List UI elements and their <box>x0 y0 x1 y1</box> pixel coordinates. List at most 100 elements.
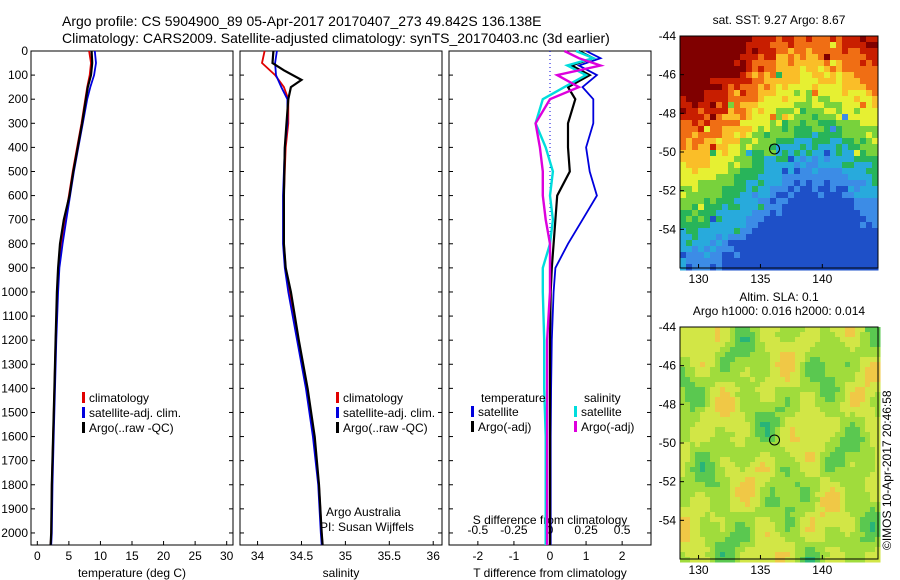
map-cell <box>815 527 821 533</box>
map-cell <box>780 532 786 538</box>
map-cell <box>810 472 816 478</box>
map-cell <box>700 442 706 448</box>
map-cell <box>740 66 747 73</box>
map-cell <box>705 377 711 383</box>
map-cell <box>835 482 841 488</box>
map-cell <box>835 332 841 338</box>
map-cell <box>730 522 736 528</box>
map-cell <box>836 210 843 217</box>
map-cell <box>745 452 751 458</box>
map-cell <box>788 264 795 271</box>
map-cell <box>775 347 781 353</box>
map-cell <box>812 246 819 253</box>
map-cell <box>812 84 819 91</box>
map-cell <box>812 78 819 85</box>
salinity-series-line <box>271 50 324 546</box>
map-cell <box>812 36 819 43</box>
map-cell <box>680 198 687 205</box>
map-cell <box>845 387 851 393</box>
map-cell <box>775 337 781 343</box>
map-cell <box>770 547 776 553</box>
map-cell <box>805 522 811 528</box>
map-cell <box>805 407 811 413</box>
map-cell <box>720 332 726 338</box>
map-cell <box>845 467 851 473</box>
map-cell <box>730 357 736 363</box>
map-cell <box>860 517 866 523</box>
map-cell <box>866 210 873 217</box>
map-cell <box>850 547 856 553</box>
map-cell <box>680 204 687 211</box>
map-cell <box>836 144 843 151</box>
map-cell <box>764 114 771 121</box>
map-cell <box>770 168 777 175</box>
map-cell <box>755 512 761 518</box>
map-cell <box>780 347 786 353</box>
map-cell <box>800 347 806 353</box>
map-cell <box>848 192 855 199</box>
map-cell <box>845 527 851 533</box>
map-cell <box>855 392 861 398</box>
map-cell <box>752 126 759 133</box>
map-cell <box>805 482 811 488</box>
map-cell <box>860 222 867 229</box>
map-cell <box>860 342 866 348</box>
map-cell <box>840 502 846 508</box>
map-cell <box>685 452 691 458</box>
map-cell <box>705 332 711 338</box>
map-cell <box>840 542 846 548</box>
map-cell <box>746 138 753 145</box>
map-cell <box>730 332 736 338</box>
map-cell <box>795 367 801 373</box>
map-cell <box>785 432 791 438</box>
map-cell <box>716 210 723 217</box>
map-cell <box>800 502 806 508</box>
map-cell <box>785 397 791 403</box>
map-cell <box>800 204 807 211</box>
map-cell <box>860 144 867 151</box>
map-cell <box>788 60 795 67</box>
map-cell <box>690 542 696 548</box>
map-cell <box>740 512 746 518</box>
map-x-tick-label: 135 <box>750 563 770 577</box>
map-cell <box>710 210 717 217</box>
map-cell <box>725 347 731 353</box>
map-cell <box>758 198 765 205</box>
map-cell <box>850 432 856 438</box>
map-cell <box>695 407 701 413</box>
map-cell <box>695 547 701 553</box>
map-cell <box>872 264 879 271</box>
map-cell <box>860 457 866 463</box>
map-cell <box>764 144 771 151</box>
map-cell <box>806 174 813 181</box>
map-cell <box>860 327 866 333</box>
map-cell <box>728 198 735 205</box>
map-cell <box>685 537 691 543</box>
map-cell <box>700 487 706 493</box>
map-cell <box>820 417 826 423</box>
map-cell <box>750 527 756 533</box>
map-cell <box>710 477 716 483</box>
map-cell <box>700 397 706 403</box>
map-cell <box>870 447 876 453</box>
map-cell <box>745 522 751 528</box>
map-cell <box>860 156 867 163</box>
map-cell <box>815 462 821 468</box>
map-cell <box>720 372 726 378</box>
map-cell <box>734 252 741 259</box>
map-cell <box>794 90 801 97</box>
map-cell <box>722 216 729 223</box>
map-cell <box>860 240 867 247</box>
map-cell <box>690 362 696 368</box>
map-cell <box>750 437 756 443</box>
map-cell <box>830 392 836 398</box>
map-cell <box>845 397 851 403</box>
map-cell <box>800 246 807 253</box>
map-cell <box>845 542 851 548</box>
map-cell <box>734 54 741 61</box>
map-cell <box>806 66 813 73</box>
map-cell <box>836 78 843 85</box>
map-cell <box>810 437 816 443</box>
map-cell <box>710 522 716 528</box>
map-cell <box>850 352 856 358</box>
